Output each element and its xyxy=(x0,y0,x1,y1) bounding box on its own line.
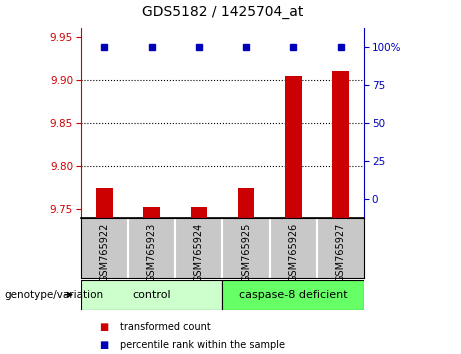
Text: GSM765923: GSM765923 xyxy=(147,223,157,282)
Bar xyxy=(143,207,160,218)
Text: GSM765922: GSM765922 xyxy=(99,223,109,282)
Bar xyxy=(285,76,301,218)
Bar xyxy=(96,188,112,218)
Bar xyxy=(222,280,364,310)
Text: GSM765926: GSM765926 xyxy=(288,223,298,282)
Text: ■: ■ xyxy=(99,340,108,350)
Text: GDS5182 / 1425704_at: GDS5182 / 1425704_at xyxy=(142,5,303,19)
Bar xyxy=(238,188,254,218)
Text: caspase-8 deficient: caspase-8 deficient xyxy=(239,290,348,300)
Text: genotype/variation: genotype/variation xyxy=(5,290,104,300)
Text: GSM765925: GSM765925 xyxy=(241,223,251,282)
Text: control: control xyxy=(132,290,171,300)
Text: ■: ■ xyxy=(99,322,108,332)
Text: GSM765927: GSM765927 xyxy=(336,223,346,282)
Bar xyxy=(190,207,207,218)
Bar xyxy=(332,72,349,218)
Text: GSM765924: GSM765924 xyxy=(194,223,204,282)
Text: percentile rank within the sample: percentile rank within the sample xyxy=(120,340,285,350)
Bar xyxy=(81,280,222,310)
Text: transformed count: transformed count xyxy=(120,322,211,332)
